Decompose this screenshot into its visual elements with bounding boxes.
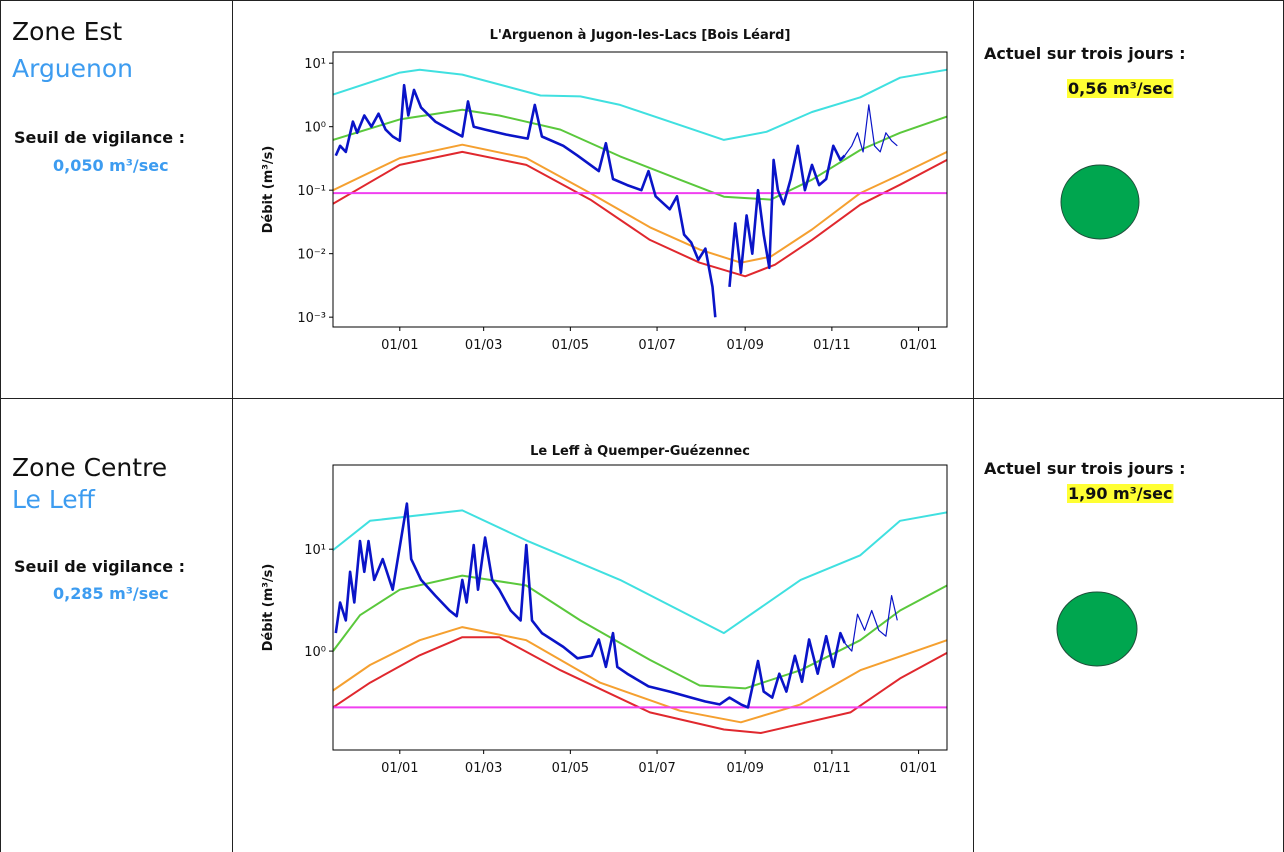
chart: Le Leff à Quemper-Guézennec Débit (m³/s) 1… bbox=[261, 444, 948, 776]
river: Arguenon bbox=[12, 54, 133, 83]
x-tick-label: 01/01 bbox=[900, 338, 937, 353]
y-axis-label: Débit (m³/s) bbox=[261, 146, 276, 234]
x-tick-label: 01/01 bbox=[381, 338, 418, 353]
y-tick-label: 10⁻³ bbox=[297, 311, 326, 326]
x-tick-label: 01/05 bbox=[552, 338, 589, 353]
threshold-label: Seuil de vigilance : bbox=[14, 128, 185, 147]
x-tick-label: 01/01 bbox=[381, 761, 418, 776]
chart-title: Le Leff à Quemper-Guézennec bbox=[530, 444, 750, 459]
highlight bbox=[1067, 79, 1174, 98]
status-indicator bbox=[1056, 591, 1138, 667]
series-line bbox=[334, 502, 846, 709]
plot-frame bbox=[332, 51, 948, 328]
y-tick-label: 10¹ bbox=[304, 543, 326, 558]
zone: Zone Centre bbox=[12, 453, 167, 482]
series-line bbox=[333, 509, 947, 635]
current-value: 0,56 m³/sec bbox=[1068, 79, 1172, 98]
status-indicator bbox=[1060, 164, 1140, 240]
chart: L'Arguenon à Jugon-les-Lacs [Bois Léard]… bbox=[261, 28, 948, 353]
zone: Zone Est bbox=[12, 17, 122, 46]
y-tick-label: 10⁻² bbox=[297, 248, 326, 263]
threshold-value: 0,050 m³/sec bbox=[53, 156, 169, 175]
series-line bbox=[844, 104, 898, 156]
series-line bbox=[333, 143, 947, 264]
series-line bbox=[333, 150, 947, 278]
y-tick-label: 10⁻¹ bbox=[297, 184, 326, 199]
x-tick-label: 01/03 bbox=[465, 761, 502, 776]
x-tick-label: 01/11 bbox=[813, 761, 850, 776]
x-tick-label: 01/03 bbox=[465, 338, 502, 353]
x-tick-label: 01/09 bbox=[726, 761, 763, 776]
x-tick-label: 01/07 bbox=[638, 338, 675, 353]
current-label: Actuel sur trois jours : bbox=[984, 44, 1186, 63]
current-value: 1,90 m³/sec bbox=[1068, 484, 1172, 503]
y-tick-label: 10⁰ bbox=[304, 645, 326, 660]
x-tick-label: 01/01 bbox=[900, 761, 937, 776]
threshold-label: Seuil de vigilance : bbox=[14, 557, 185, 576]
series-line bbox=[844, 595, 898, 652]
x-tick-label: 01/09 bbox=[726, 338, 763, 353]
series-line bbox=[333, 108, 947, 201]
y-axis-label: Débit (m³/s) bbox=[261, 564, 276, 652]
threshold-value: 0,285 m³/sec bbox=[53, 584, 169, 603]
x-tick-label: 01/05 bbox=[552, 761, 589, 776]
series-line bbox=[334, 83, 846, 318]
chart-title: L'Arguenon à Jugon-les-Lacs [Bois Léard] bbox=[490, 28, 791, 43]
series-line bbox=[333, 68, 947, 141]
y-tick-label: 10⁰ bbox=[304, 121, 326, 136]
highlight bbox=[1067, 484, 1174, 503]
series-line bbox=[333, 626, 947, 724]
plot-frame bbox=[332, 464, 948, 751]
x-tick-label: 01/11 bbox=[813, 338, 850, 353]
series-line bbox=[333, 636, 947, 734]
river: Le Leff bbox=[12, 485, 96, 514]
y-tick-label: 10¹ bbox=[304, 57, 326, 72]
current-label: Actuel sur trois jours : bbox=[984, 459, 1186, 478]
series-line bbox=[333, 574, 947, 690]
x-tick-label: 01/07 bbox=[638, 761, 675, 776]
